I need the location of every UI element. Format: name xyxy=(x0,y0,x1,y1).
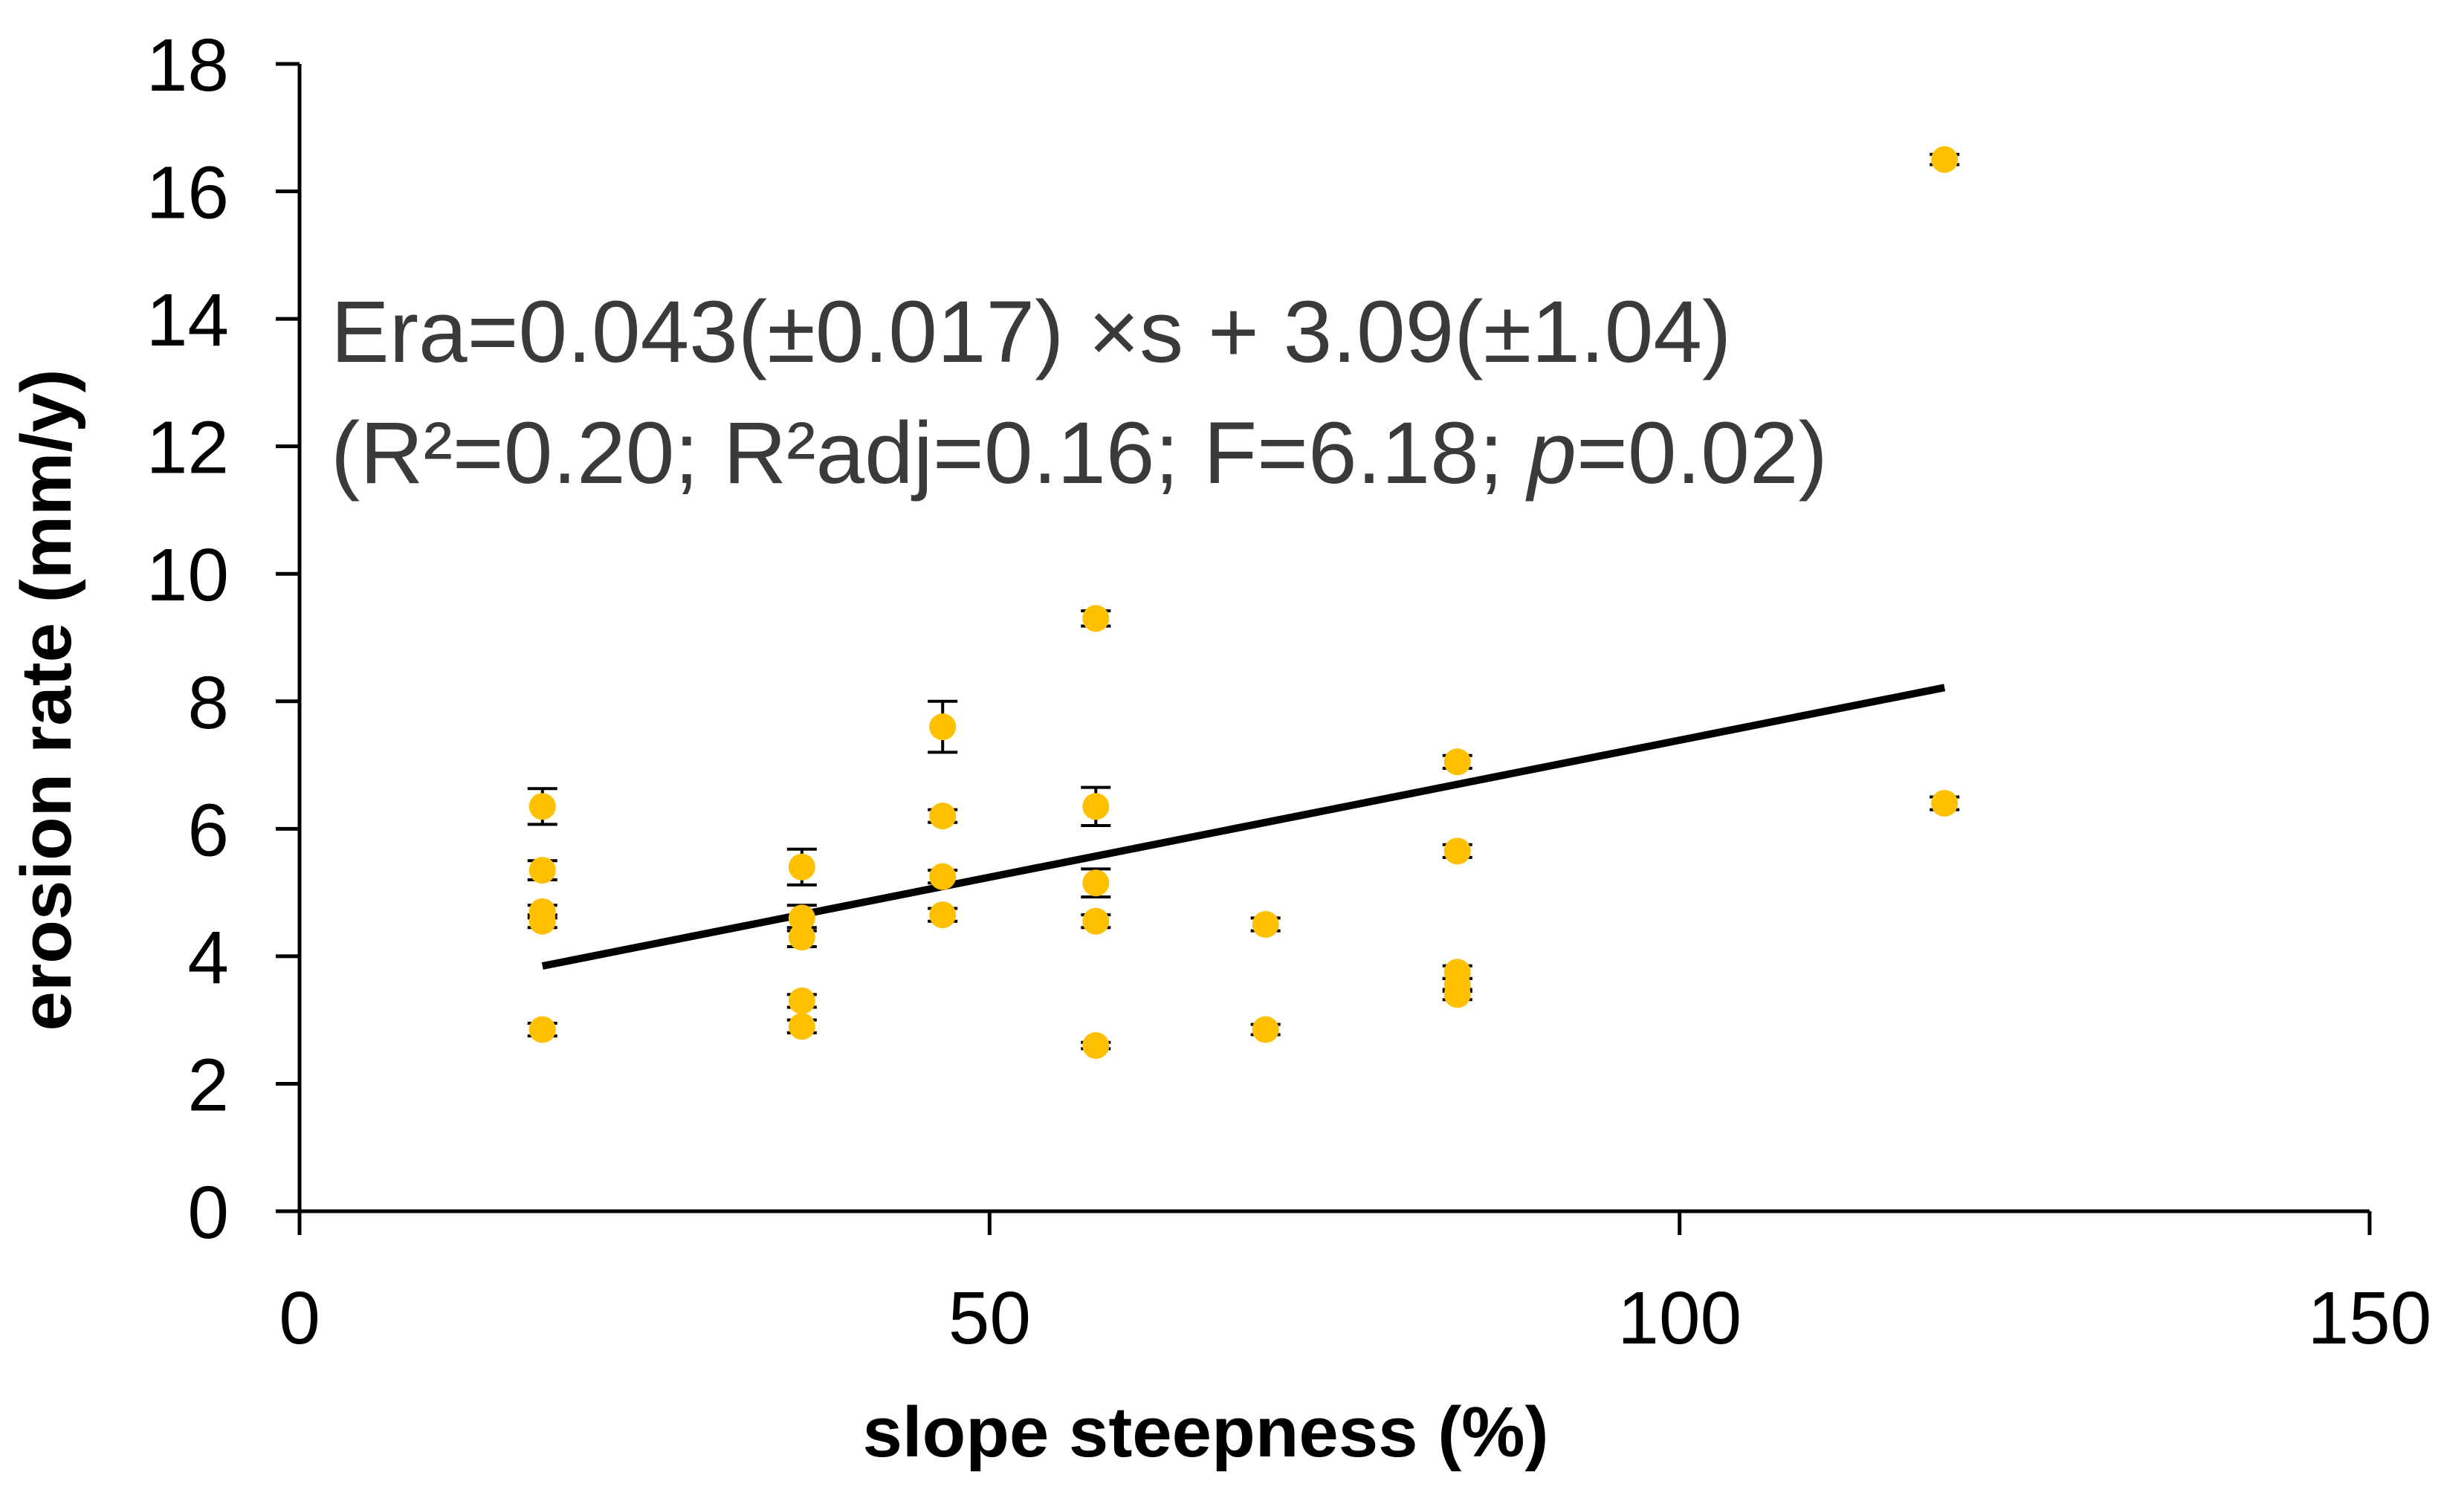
data-point xyxy=(929,863,957,890)
data-point xyxy=(788,987,815,1014)
data-point xyxy=(1082,605,1110,632)
data-point xyxy=(528,1016,556,1043)
y-tick-label: 14 xyxy=(146,279,229,362)
regression-equation: Era=0.043(±0.017) ×s + 3.09(±1.04) xyxy=(331,283,1731,381)
data-point xyxy=(1443,748,1471,776)
p-symbol: p xyxy=(1525,404,1577,502)
data-point xyxy=(528,793,556,820)
data-point xyxy=(1082,1031,1110,1059)
y-axis-title: erosion rate (mm/y) xyxy=(7,369,86,1031)
data-point xyxy=(788,1013,815,1040)
data-point xyxy=(788,904,815,932)
data-point xyxy=(1082,869,1110,897)
y-tick-label: 0 xyxy=(187,1171,229,1254)
y-tick-label: 8 xyxy=(187,661,229,745)
data-point xyxy=(929,713,957,741)
data-point xyxy=(1252,1016,1279,1043)
data-point xyxy=(1443,981,1471,1008)
y-tick-label: 18 xyxy=(146,24,229,107)
data-point xyxy=(528,857,556,884)
data-point xyxy=(788,924,815,951)
trendline xyxy=(541,684,1946,970)
regression-annotation: Era=0.043(±0.017) ×s + 3.09(±1.04) (R²=0… xyxy=(331,283,1828,502)
x-tick-label: 100 xyxy=(1617,1277,1742,1360)
x-tick-label: 0 xyxy=(279,1277,320,1360)
data-point xyxy=(1931,146,1959,173)
y-tick-label: 10 xyxy=(146,534,229,617)
data-point xyxy=(1931,790,1959,817)
data-point xyxy=(788,853,815,881)
data-point xyxy=(1082,793,1110,820)
data-point xyxy=(1082,907,1110,935)
data-point xyxy=(528,907,556,935)
x-tick-label: 50 xyxy=(948,1277,1031,1360)
data-point xyxy=(1252,911,1279,938)
x-axis-title: slope steepness (%) xyxy=(863,1393,1549,1472)
regression-statistics: (R²=0.20; R²adj=0.16; F=6.18; p=0.02) xyxy=(331,404,1828,502)
y-tick-label: 2 xyxy=(187,1043,229,1127)
y-tick-label: 12 xyxy=(146,406,229,490)
statistics-suffix: =0.02) xyxy=(1577,404,1828,502)
y-tick-label: 4 xyxy=(187,916,229,999)
y-tick-label: 6 xyxy=(187,788,229,872)
y-tick-label: 16 xyxy=(146,152,229,235)
x-tick-label: 150 xyxy=(2308,1277,2432,1360)
data-point xyxy=(929,901,957,929)
data-point xyxy=(1443,837,1471,865)
data-point xyxy=(929,803,957,830)
plot-area: 0 2 4 6 8 10 12 14 16 18 0 50 100 150 xyxy=(146,24,2432,1360)
statistics-prefix: (R²=0.20; R²adj=0.16; F=6.18; xyxy=(331,404,1527,502)
